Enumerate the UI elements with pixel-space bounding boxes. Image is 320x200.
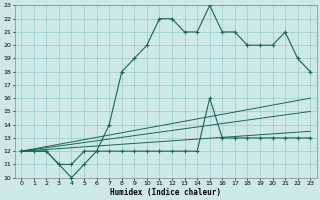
X-axis label: Humidex (Indice chaleur): Humidex (Indice chaleur) (110, 188, 221, 197)
